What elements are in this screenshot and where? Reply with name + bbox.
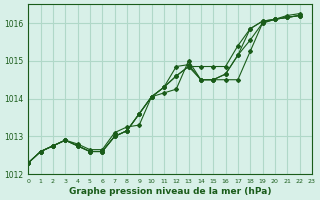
X-axis label: Graphe pression niveau de la mer (hPa): Graphe pression niveau de la mer (hPa) [69, 187, 271, 196]
